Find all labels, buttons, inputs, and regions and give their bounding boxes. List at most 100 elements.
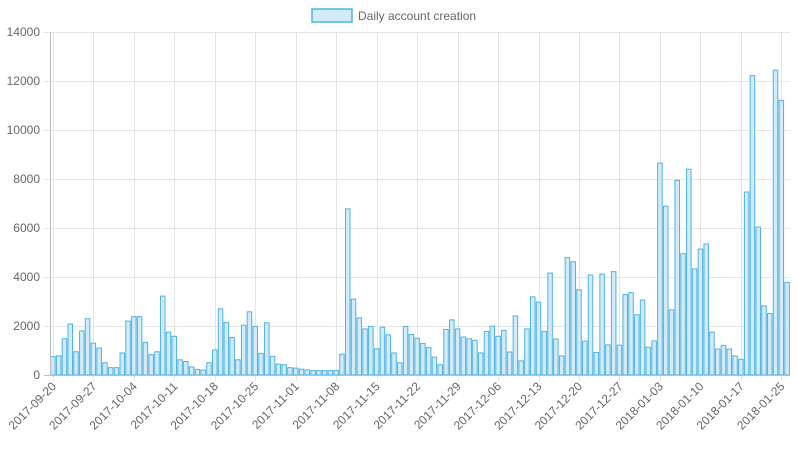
y-tick-label: 2000	[13, 319, 40, 333]
bar	[55, 355, 62, 376]
legend[interactable]: Daily account creation	[311, 8, 476, 23]
bar	[344, 208, 351, 376]
bar	[726, 348, 733, 376]
bar	[553, 338, 559, 376]
bar	[159, 295, 166, 376]
bar	[264, 322, 270, 376]
bar	[402, 325, 409, 376]
bar	[67, 323, 73, 376]
bar	[639, 299, 646, 376]
bar	[778, 99, 785, 376]
bar	[229, 337, 235, 376]
bar	[350, 298, 357, 376]
bar	[131, 316, 137, 376]
bar	[206, 362, 212, 376]
bar	[668, 309, 675, 376]
bar	[102, 362, 108, 376]
bar	[154, 351, 160, 376]
bar	[749, 75, 756, 376]
bar	[200, 369, 206, 376]
bar	[564, 257, 571, 376]
bar	[477, 352, 484, 376]
bar	[662, 205, 669, 376]
bar	[466, 338, 472, 376]
bar	[310, 370, 316, 376]
bar	[125, 320, 131, 376]
bar	[720, 344, 727, 376]
axes	[44, 32, 790, 376]
bar	[657, 162, 663, 376]
bar	[599, 273, 605, 376]
bar	[79, 330, 85, 376]
bar	[489, 325, 496, 376]
bar	[165, 331, 172, 376]
bar	[431, 356, 438, 376]
y-tick-label: 12000	[7, 74, 41, 88]
bar	[287, 367, 293, 376]
bar	[518, 360, 524, 376]
y-tick-label: 14000	[7, 25, 41, 39]
bar	[385, 334, 391, 376]
bar	[171, 335, 178, 376]
bar	[709, 331, 715, 376]
bar	[316, 370, 322, 376]
bar	[535, 301, 542, 376]
bar	[686, 168, 692, 376]
bar	[483, 330, 490, 376]
bar	[697, 248, 704, 376]
x-axis-tick-labels: 2017-09-202017-09-272017-10-042017-10-11…	[6, 379, 788, 433]
bar	[691, 268, 698, 376]
bar	[177, 359, 183, 376]
bar	[368, 325, 374, 376]
bar	[304, 369, 311, 376]
bar	[90, 342, 97, 376]
bar	[714, 348, 721, 376]
bar	[582, 340, 588, 376]
bar	[512, 315, 519, 376]
y-tick-label: 10000	[7, 123, 41, 137]
bar	[738, 358, 744, 376]
bar	[414, 337, 420, 376]
bar	[188, 366, 195, 376]
bar	[408, 334, 415, 376]
bar	[587, 274, 594, 376]
bar	[524, 328, 530, 376]
bar	[529, 296, 536, 376]
bar	[674, 179, 681, 376]
bar	[183, 361, 189, 376]
bar	[703, 243, 709, 376]
bar	[547, 272, 553, 376]
bar	[784, 281, 790, 376]
bar	[327, 370, 334, 376]
bar	[558, 355, 565, 376]
bar	[235, 359, 241, 376]
bar	[246, 311, 253, 376]
bar	[298, 368, 305, 376]
bar	[321, 370, 328, 376]
bar	[616, 344, 623, 376]
legend-swatch	[311, 8, 353, 23]
bar	[628, 292, 634, 376]
bar	[506, 351, 513, 376]
bar	[217, 308, 224, 376]
bar	[258, 352, 264, 376]
bar	[107, 367, 114, 376]
bar	[593, 351, 600, 376]
bar	[281, 364, 287, 376]
bar	[194, 368, 201, 376]
bar	[391, 352, 397, 376]
y-tick-label: 0	[33, 368, 40, 382]
y-axis-tick-labels: 0 2000 4000 6000 8000 10000 12000 14000	[7, 25, 41, 382]
bar	[61, 338, 68, 376]
bars	[50, 69, 790, 376]
bar	[50, 356, 56, 376]
bar	[767, 313, 773, 376]
bar	[651, 340, 657, 376]
bar	[680, 253, 686, 376]
bar	[148, 354, 154, 376]
bar	[634, 314, 640, 376]
bar	[223, 322, 230, 376]
bar	[622, 294, 628, 376]
